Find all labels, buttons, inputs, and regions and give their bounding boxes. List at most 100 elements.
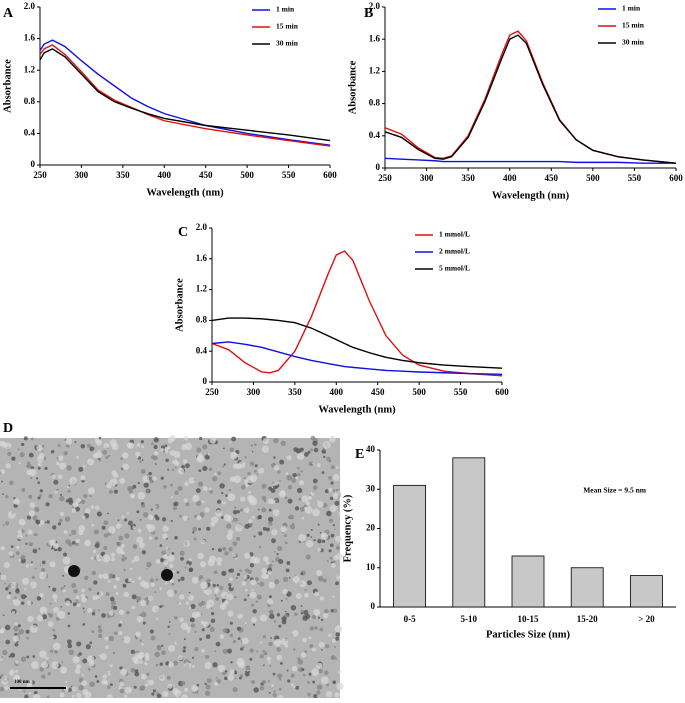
speck	[71, 508, 77, 513]
particle	[263, 651, 268, 656]
particle	[161, 550, 166, 556]
speck	[76, 498, 81, 503]
particle	[146, 561, 152, 568]
particle	[270, 487, 276, 494]
particle	[134, 671, 140, 677]
particle	[126, 610, 130, 615]
speck	[251, 515, 255, 519]
particle	[284, 496, 288, 500]
tem-particles	[0, 435, 344, 702]
particle	[322, 578, 327, 583]
particle	[204, 454, 210, 460]
particle	[82, 658, 88, 664]
speck	[8, 669, 15, 676]
particle	[221, 570, 227, 576]
particle	[271, 538, 276, 544]
particle	[323, 670, 329, 676]
particle	[2, 614, 5, 617]
particle	[319, 531, 322, 534]
particle	[67, 624, 71, 628]
speck	[204, 507, 210, 513]
speck	[248, 519, 253, 524]
particle	[281, 616, 287, 622]
speck	[240, 496, 246, 502]
particle	[302, 615, 308, 621]
speck	[305, 501, 311, 506]
particle	[294, 612, 298, 617]
speck	[30, 661, 39, 669]
particle	[189, 618, 192, 622]
speck	[237, 661, 245, 669]
speck	[328, 487, 333, 493]
particle	[259, 685, 265, 691]
speck	[11, 611, 16, 615]
particle	[96, 511, 102, 517]
y-tick-label: 1.2	[196, 284, 208, 294]
particle	[36, 477, 39, 480]
x-tick-label: 450	[545, 173, 559, 183]
x-tick-label: 0-5	[404, 614, 416, 624]
particle	[234, 677, 237, 680]
particle	[13, 497, 16, 500]
particle	[151, 692, 155, 696]
particle	[62, 574, 65, 577]
speck	[7, 510, 16, 519]
particle	[174, 490, 179, 495]
particle	[249, 461, 255, 466]
x-axis-label: Wavelength (nm)	[492, 190, 570, 201]
particle	[199, 436, 203, 441]
particle	[109, 596, 115, 602]
particle	[234, 671, 238, 675]
particle	[8, 655, 11, 658]
particle	[295, 685, 300, 690]
particle	[25, 629, 30, 634]
particle	[209, 626, 215, 633]
speck	[331, 563, 336, 569]
particle	[261, 483, 267, 489]
particle	[198, 575, 204, 580]
particle	[139, 518, 142, 521]
particle	[323, 455, 326, 459]
speck	[253, 557, 261, 564]
particle	[231, 436, 237, 442]
speck	[307, 495, 312, 501]
particle	[222, 447, 225, 450]
particle	[224, 551, 229, 556]
particle	[25, 534, 28, 537]
speck	[102, 573, 109, 580]
speck	[168, 644, 176, 652]
particle	[119, 666, 123, 670]
speck	[69, 476, 78, 485]
particle	[328, 518, 334, 523]
speck	[81, 673, 84, 676]
particle	[205, 684, 211, 690]
particle	[16, 588, 19, 591]
speck	[272, 509, 280, 517]
particle	[317, 523, 320, 526]
particle	[267, 680, 270, 683]
speck	[53, 543, 59, 550]
particle	[18, 628, 25, 635]
particle	[8, 480, 14, 486]
scale-label: 100 nm	[14, 680, 31, 685]
particle	[67, 643, 73, 649]
particle	[277, 673, 283, 679]
speck	[271, 529, 278, 536]
speck	[0, 655, 3, 661]
speck	[317, 547, 322, 552]
speck	[45, 656, 49, 661]
speck	[313, 608, 321, 616]
particle	[317, 616, 321, 619]
speck	[245, 483, 249, 488]
particle	[17, 448, 20, 451]
particle	[161, 650, 166, 656]
particle	[101, 613, 106, 618]
particle	[177, 579, 181, 582]
speck	[247, 494, 254, 502]
particle	[219, 585, 224, 591]
particle	[317, 575, 324, 582]
particle	[279, 479, 281, 482]
particle	[263, 664, 265, 667]
particle	[72, 602, 77, 607]
speck	[102, 674, 107, 679]
